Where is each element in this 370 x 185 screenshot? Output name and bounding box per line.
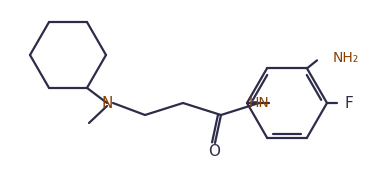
Text: F: F — [345, 95, 354, 110]
Text: NH₂: NH₂ — [333, 51, 359, 65]
Text: O: O — [208, 144, 220, 159]
Text: N: N — [101, 95, 113, 110]
Text: HN: HN — [249, 96, 269, 110]
